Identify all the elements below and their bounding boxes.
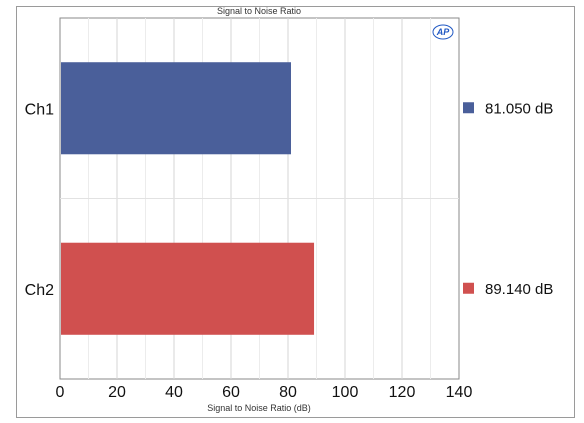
bar-ch1 [61,62,291,155]
chart-title: Signal to Noise Ratio [217,6,301,16]
x-tick-label: 120 [389,384,416,401]
ap-logo: AP [432,24,454,40]
legend: 81.050 dB 89.140 dB [463,100,553,298]
x-tick-label: 140 [446,384,473,401]
x-tick-labels: 0 20 40 60 80 100 120 140 [56,384,473,401]
x-tick-label: 40 [165,384,183,401]
legend-swatch [463,282,474,294]
x-axis-label: Signal to Noise Ratio (dB) [207,403,311,413]
legend-entry: 89.140 dB [485,281,553,298]
bars [61,62,315,335]
legend-swatch [463,102,474,114]
ap-logo-text: AP [436,27,450,37]
x-tick-label: 60 [222,384,240,401]
category-label-ch2: Ch2 [25,282,54,299]
category-labels: Ch1 Ch2 [25,101,54,299]
x-tick-label: 20 [108,384,126,401]
category-label-ch1: Ch1 [25,101,54,118]
x-tick-label: 0 [56,384,65,401]
x-tick-label: 80 [279,384,297,401]
legend-entry: 81.050 dB [485,100,553,117]
x-tick-label: 100 [332,384,359,401]
bar-ch2 [61,242,315,335]
